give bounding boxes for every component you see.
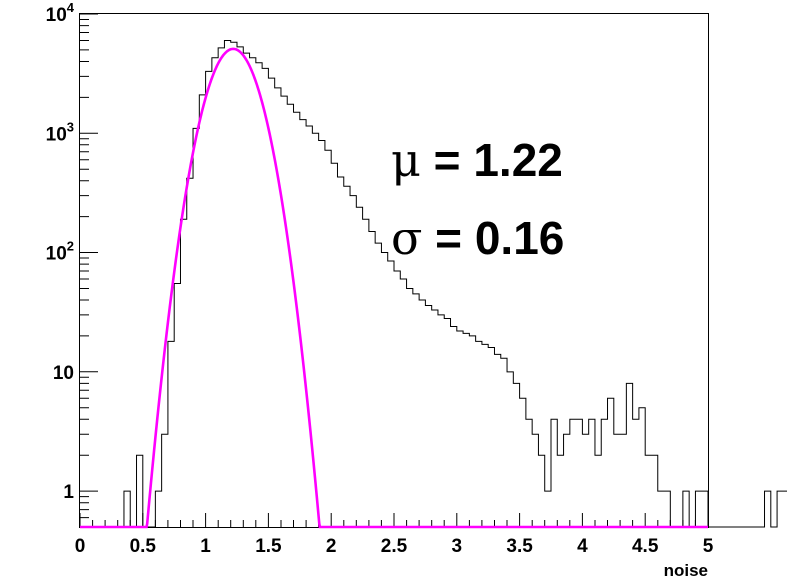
- x-tick-label: 3.5: [506, 536, 533, 557]
- y-tick-base: 10: [46, 244, 67, 265]
- sigma-value: = 0.16: [422, 212, 564, 264]
- mu-value: = 1.22: [421, 134, 563, 186]
- sigma-symbol: σ: [391, 211, 422, 265]
- x-tick-label: 1: [200, 536, 211, 557]
- sigma-annotation: σ = 0.16: [391, 211, 564, 265]
- x-tick-label: 1.5: [255, 536, 282, 557]
- x-tick-label: 2: [326, 536, 337, 557]
- x-tick-label: 4.5: [632, 536, 659, 557]
- y-tick-label: 10: [53, 363, 74, 384]
- y-tick-label: 1: [63, 482, 74, 503]
- y-tick-exponent: 4: [67, 0, 75, 15]
- x-tick-label: 0.5: [130, 536, 157, 557]
- y-tick-base: 1: [63, 482, 74, 503]
- x-tick-label: 0: [75, 536, 86, 557]
- y-tick-exponent: 2: [67, 239, 74, 254]
- x-tick-label: 4: [577, 536, 588, 557]
- x-axis-title: noise: [664, 561, 708, 580]
- y-tick-base: 10: [53, 363, 74, 384]
- histogram-series-line: [80, 39, 787, 528]
- y-tick-label: 102: [46, 239, 74, 265]
- mu-symbol: μ: [391, 133, 421, 187]
- x-tick-labels: 0 0.5 1 1.5 2 2.5 3 3.5 4 4.5 5: [75, 536, 714, 557]
- x-tick-label: 2.5: [381, 536, 408, 557]
- gaussian-fit-line: [80, 47, 708, 529]
- y-tick-label: 103: [46, 119, 74, 145]
- y-tick-base: 10: [46, 5, 67, 26]
- x-tick-label: 5: [703, 536, 714, 557]
- y-tick-exponent: 3: [67, 119, 74, 134]
- x-tick-label: 3: [452, 536, 463, 557]
- mu-annotation: μ = 1.22: [391, 133, 563, 187]
- y-tick-label: 104: [46, 0, 75, 26]
- y-tick-base: 10: [46, 124, 67, 145]
